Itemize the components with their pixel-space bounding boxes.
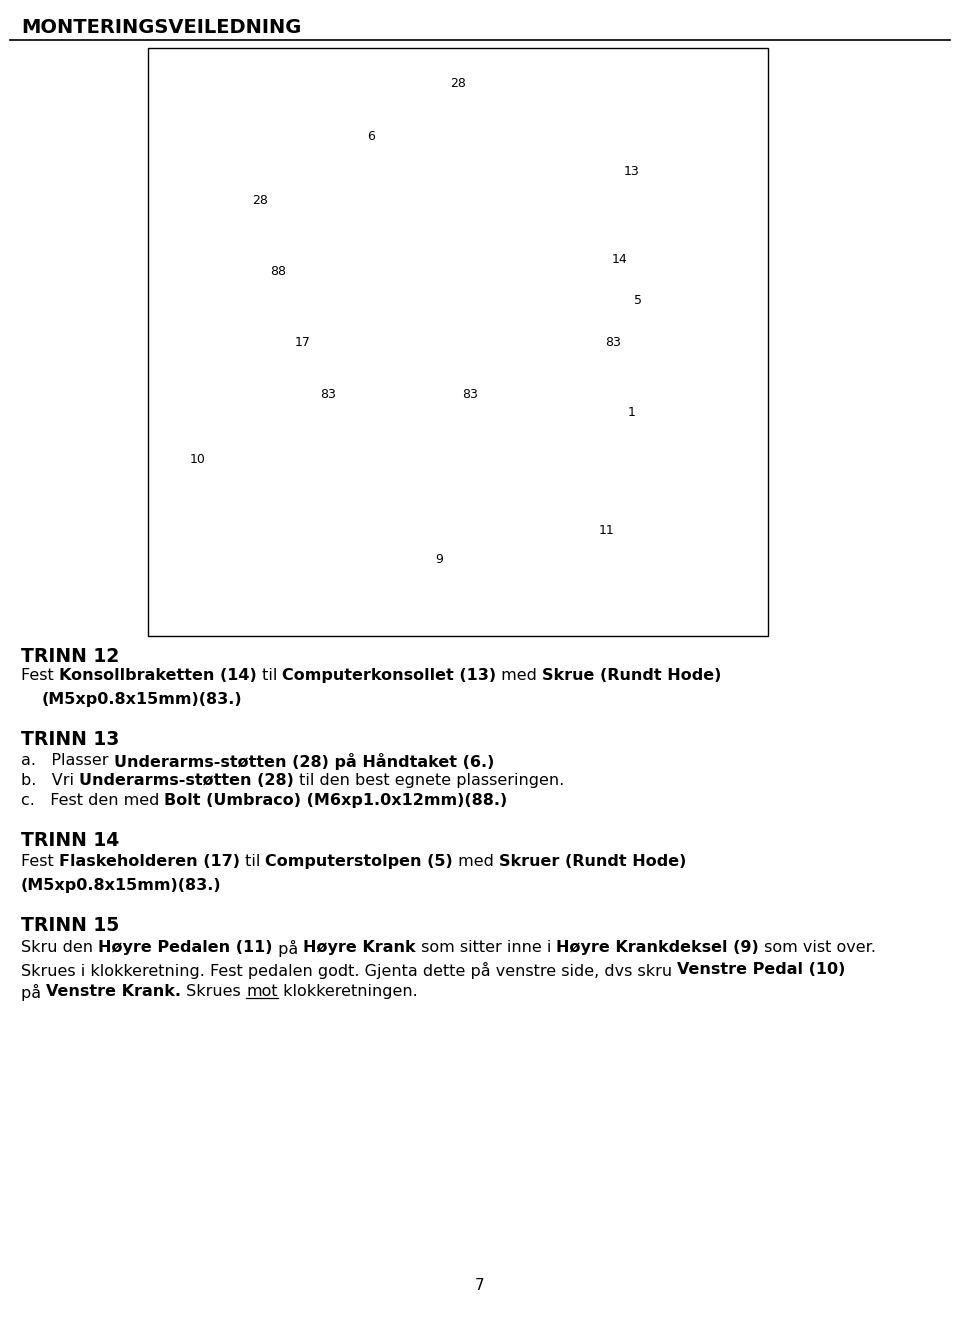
- Text: Høyre Krankdeksel (9): Høyre Krankdeksel (9): [556, 941, 758, 955]
- Text: Skru den: Skru den: [21, 941, 98, 955]
- Text: Fest: Fest: [21, 855, 59, 869]
- Text: Konsollbraketten (14): Konsollbraketten (14): [59, 668, 256, 683]
- Text: til den best egnete plasseringen.: til den best egnete plasseringen.: [294, 773, 564, 789]
- Text: Underarms-støtten (28): Underarms-støtten (28): [79, 773, 294, 789]
- Text: TRINN 13: TRINN 13: [21, 730, 119, 749]
- Text: Bolt (Umbraco) (M6xp1.0x12mm)(88.): Bolt (Umbraco) (M6xp1.0x12mm)(88.): [164, 792, 508, 808]
- Text: 83: 83: [320, 389, 336, 401]
- Text: 7: 7: [475, 1278, 485, 1293]
- Text: Venstre Krank.: Venstre Krank.: [46, 984, 181, 999]
- Text: Computerkonsollet (13): Computerkonsollet (13): [282, 668, 496, 683]
- Text: TRINN 14: TRINN 14: [21, 831, 119, 849]
- Text: 9: 9: [436, 553, 444, 566]
- Text: Flaskeholderen (17): Flaskeholderen (17): [59, 855, 240, 869]
- Text: (M5xp0.8x15mm)(83.): (M5xp0.8x15mm)(83.): [21, 878, 222, 893]
- Text: 10: 10: [190, 452, 205, 466]
- Text: 28: 28: [450, 77, 466, 90]
- Text: Høyre Krank: Høyre Krank: [303, 941, 416, 955]
- Text: Høyre Pedalen (11): Høyre Pedalen (11): [98, 941, 273, 955]
- Text: MONTERINGSVEILEDNING: MONTERINGSVEILEDNING: [21, 19, 301, 37]
- Text: 83: 83: [605, 336, 621, 348]
- Text: på: på: [21, 984, 46, 1002]
- Text: a.   Plasser: a. Plasser: [21, 753, 113, 767]
- Text: Skrues: Skrues: [181, 984, 246, 999]
- Text: til: til: [240, 855, 265, 869]
- Text: Skrues i klokkeretning. Fest pedalen godt. Gjenta dette på venstre side, dvs skr: Skrues i klokkeretning. Fest pedalen god…: [21, 962, 677, 979]
- Text: mot: mot: [246, 984, 277, 999]
- Text: 11: 11: [599, 524, 614, 537]
- Text: til: til: [256, 668, 282, 683]
- Text: (M5xp0.8x15mm)(83.): (M5xp0.8x15mm)(83.): [42, 692, 243, 706]
- Text: c.   Fest den med: c. Fest den med: [21, 792, 164, 808]
- Bar: [148, 48, 768, 636]
- Text: Skruer (Rundt Hode): Skruer (Rundt Hode): [499, 855, 686, 869]
- Text: 6: 6: [368, 130, 375, 143]
- Text: 83: 83: [463, 389, 478, 401]
- Text: Venstre Pedal (10): Venstre Pedal (10): [677, 962, 846, 976]
- Text: Skrue (Rundt Hode): Skrue (Rundt Hode): [542, 668, 722, 683]
- Text: b.   Vri: b. Vri: [21, 773, 79, 789]
- Text: på: på: [273, 941, 303, 957]
- Text: TRINN 12: TRINN 12: [21, 647, 119, 665]
- Text: som sitter inne i: som sitter inne i: [416, 941, 556, 955]
- Text: med: med: [453, 855, 499, 869]
- Text: 5: 5: [634, 294, 642, 307]
- Text: Fest: Fest: [21, 668, 59, 683]
- Text: som vist over.: som vist over.: [758, 941, 876, 955]
- Text: Underarms-støtten (28) på Håndtaket (6.): Underarms-støtten (28) på Håndtaket (6.): [113, 753, 494, 770]
- Text: 28: 28: [252, 194, 268, 208]
- Text: Computerstolpen (5): Computerstolpen (5): [265, 855, 453, 869]
- Text: 13: 13: [624, 165, 639, 179]
- Text: 14: 14: [612, 253, 627, 266]
- Text: med: med: [496, 668, 542, 683]
- Text: TRINN 15: TRINN 15: [21, 916, 119, 935]
- Text: 1: 1: [628, 406, 636, 419]
- Text: 17: 17: [295, 336, 311, 348]
- Text: 88: 88: [270, 265, 286, 278]
- Text: klokkeretningen.: klokkeretningen.: [277, 984, 418, 999]
